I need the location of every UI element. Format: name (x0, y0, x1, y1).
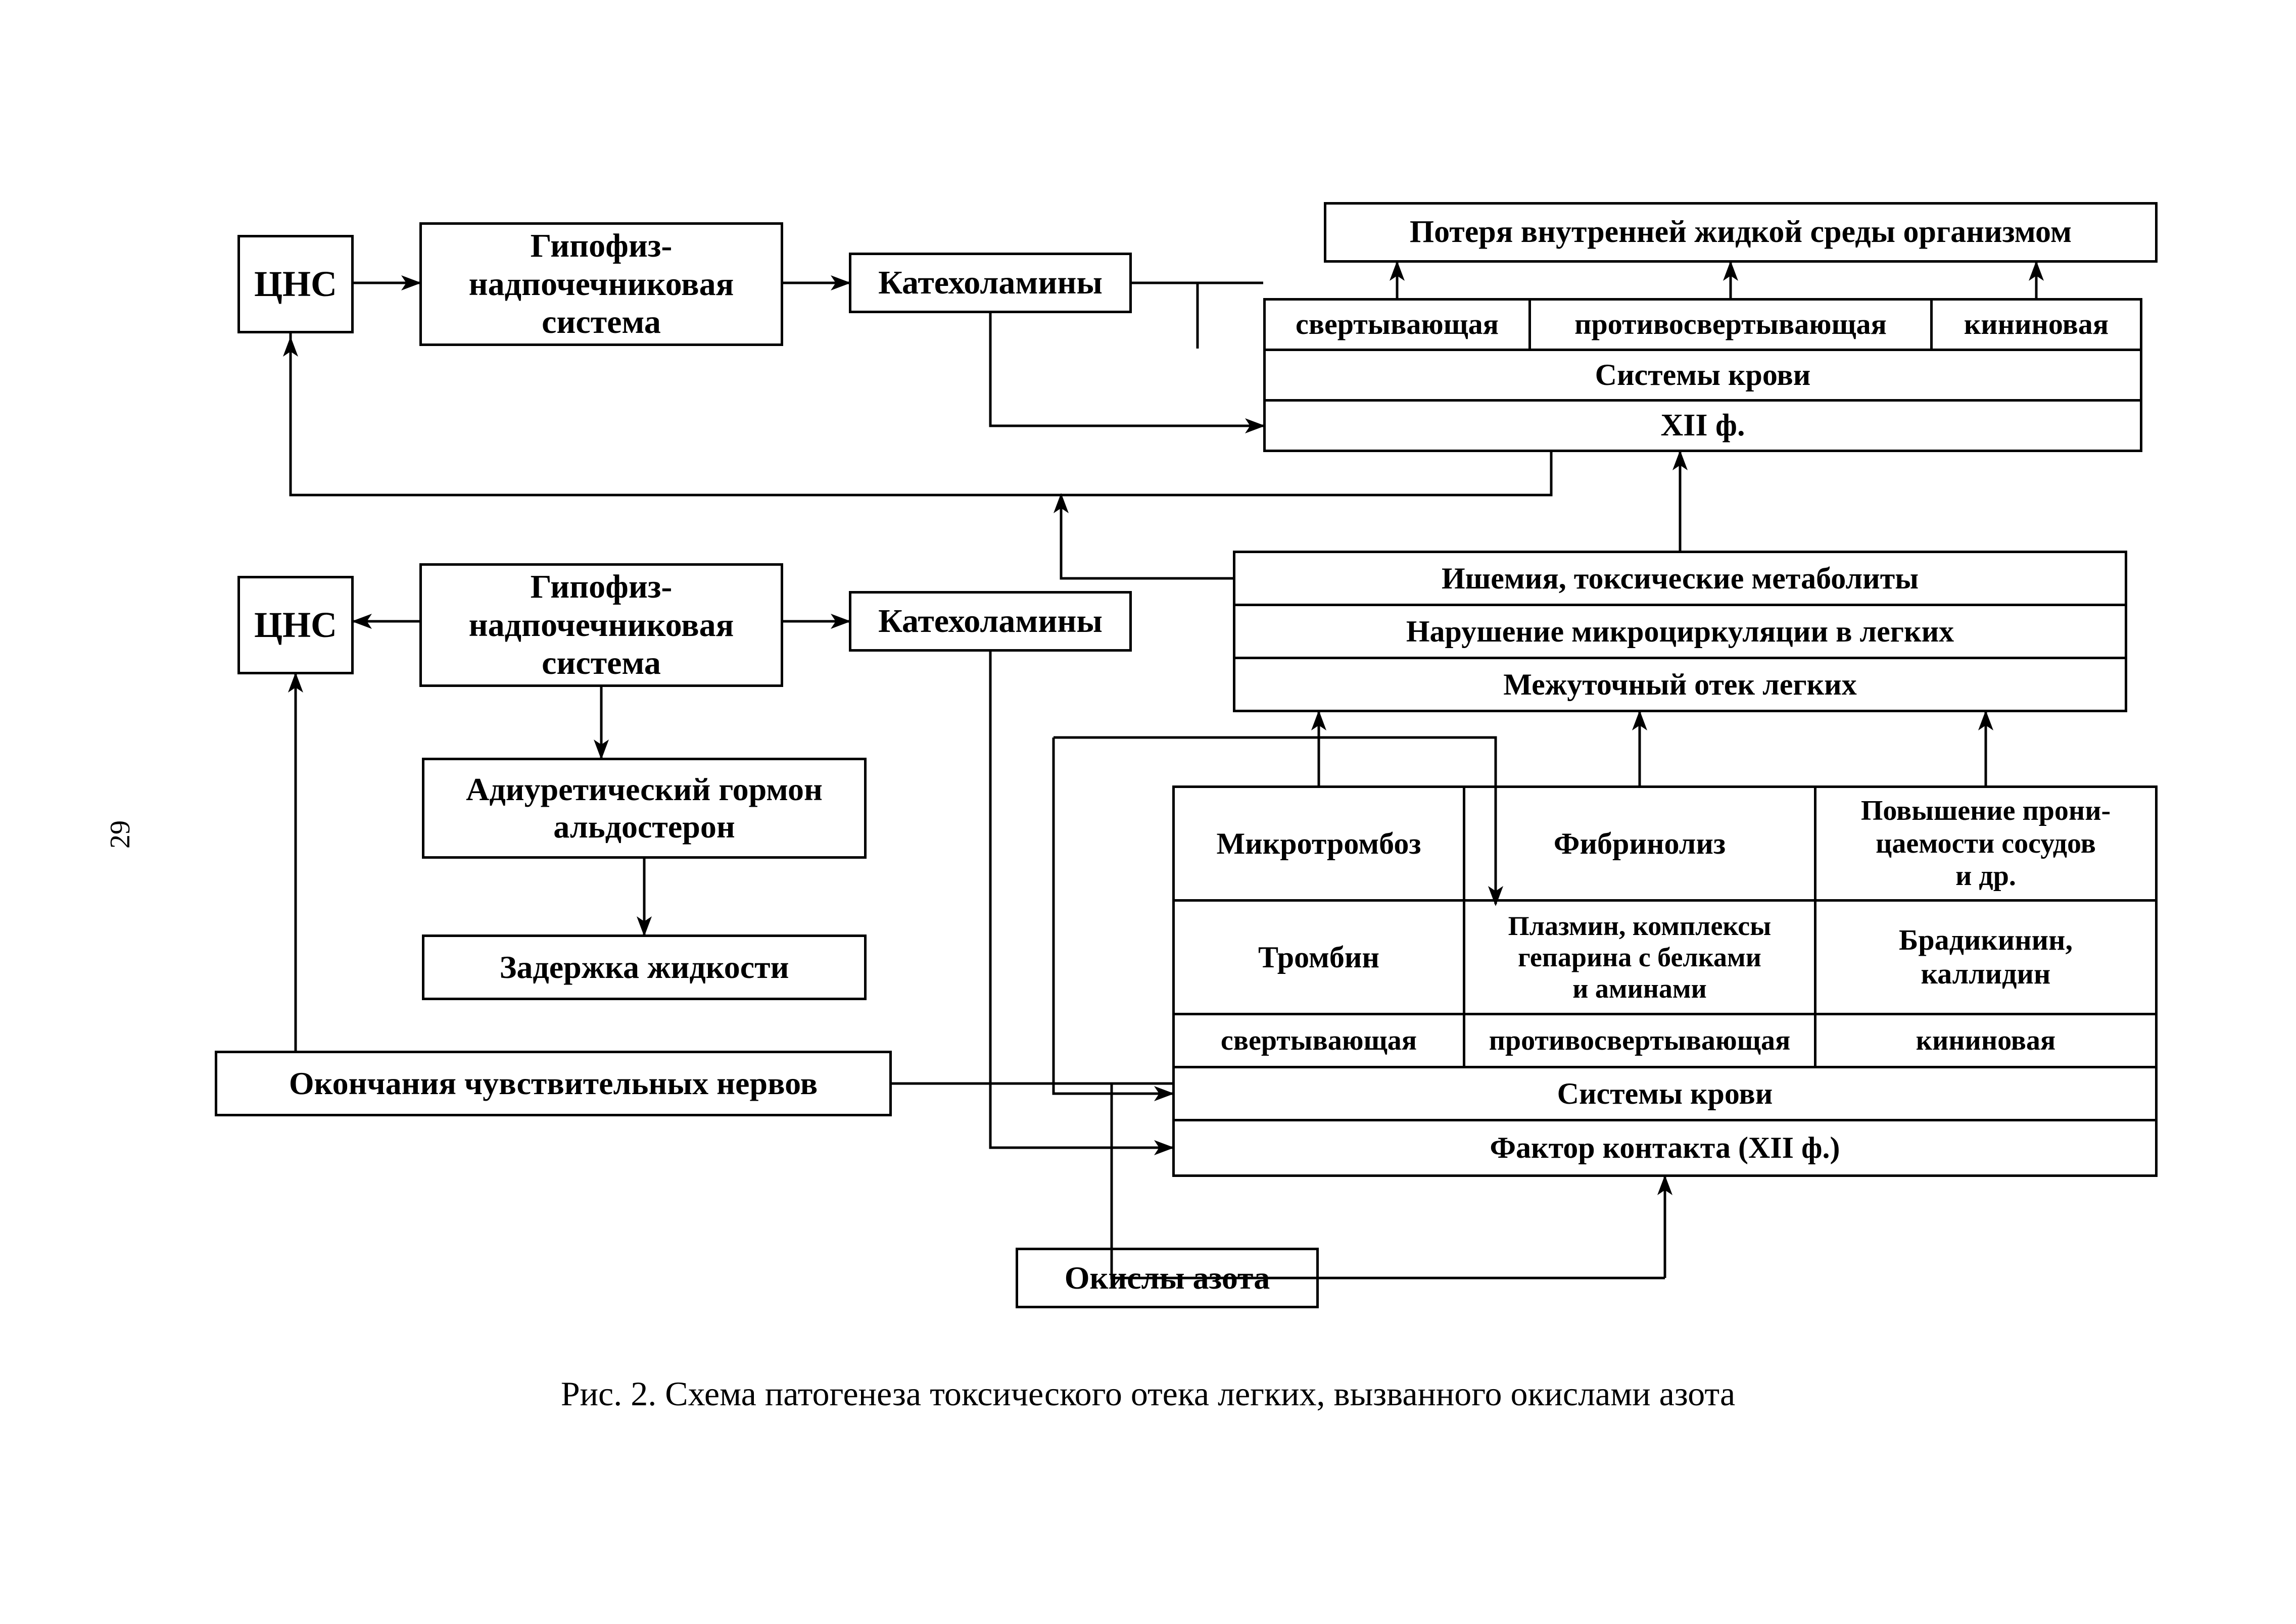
edge-18 (1054, 737, 1172, 1094)
node-isch: Ишемия, токсические метаболиты (1233, 551, 2127, 606)
node-label-xii1: XII ф. (1661, 408, 1745, 444)
node-cns1: ЦНС (237, 235, 354, 333)
page-number: 29 (104, 820, 136, 849)
node-label-r1c2: Фибринолиз (1554, 826, 1726, 861)
node-label-r3c3: кининовая (1916, 1024, 2055, 1057)
node-edema: Межуточный отек легких (1233, 657, 2127, 712)
node-xii1: XII ф. (1263, 399, 2142, 452)
node-fluidloss: Потеря внутренней жидкой среды организмо… (1324, 202, 2158, 263)
node-sys1_coag: свертывающая (1263, 298, 1531, 351)
node-micro: Нарушение микроциркуляции в легких (1233, 604, 2127, 659)
edge-14 (990, 652, 1172, 1148)
node-label-sys1_kin: кининовая (1964, 308, 2109, 341)
node-label-r2c1: Тромбин (1258, 940, 1379, 975)
node-label-retention: Задержка жидкости (500, 949, 789, 986)
node-r1c3: Повышение прони-цаемости сосудови др. (1814, 785, 2158, 902)
node-label-cat1: Катехоламины (878, 264, 1103, 302)
node-cns2: ЦНС (237, 576, 354, 674)
node-r1c1: Микротромбоз (1172, 785, 1465, 902)
node-nerves: Окончания чувствительных нервов (215, 1051, 892, 1116)
node-sys1_anti: противосвертывающая (1528, 298, 1933, 351)
node-hpa2: Гипофиз-надпочечниковаясистема (419, 563, 783, 687)
node-r3c2: противосвертывающая (1463, 1013, 1816, 1068)
node-sys1_kin: кининовая (1930, 298, 2142, 351)
node-retention: Задержка жидкости (422, 934, 867, 1000)
node-label-adh: Адиуретический гормональдостерон (466, 771, 823, 845)
node-r1c2: Фибринолиз (1463, 785, 1816, 902)
node-label-sys1_coag: свертывающая (1296, 308, 1499, 341)
node-cat2: Катехоламины (849, 591, 1132, 652)
node-label-nox: Окислы азота (1065, 1259, 1270, 1297)
node-label-r3c2: противосвертывающая (1489, 1024, 1791, 1057)
node-label-r2c3: Брадикинин,каллидин (1899, 923, 2073, 991)
node-label-sys2_label: Системы крови (1557, 1076, 1773, 1111)
node-nox: Окислы азота (1016, 1248, 1319, 1308)
edge-10 (1061, 495, 1233, 578)
node-label-contact: Фактор контакта (XII ф.) (1490, 1130, 1840, 1165)
node-contact: Фактор контакта (XII ф.) (1172, 1119, 2158, 1177)
node-label-hpa2: Гипофиз-надпочечниковаясистема (469, 568, 734, 683)
node-label-r1c3: Повышение прони-цаемости сосудови др. (1861, 795, 2111, 892)
node-label-sys1_label: Системы крови (1595, 358, 1811, 392)
node-r2c1: Тромбин (1172, 899, 1465, 1015)
node-r2c2: Плазмин, комплексыгепарина с белкамии ам… (1463, 899, 1816, 1015)
node-sys1_label: Системы крови (1263, 349, 2142, 402)
node-cat1: Катехоламины (849, 253, 1132, 313)
node-label-cns1: ЦНС (254, 263, 337, 305)
node-label-r1c1: Микротромбоз (1217, 826, 1421, 861)
node-label-sys1_anti: противосвертывающая (1574, 308, 1887, 341)
node-adh: Адиуретический гормональдостерон (422, 758, 867, 859)
edge-5 (990, 313, 1263, 426)
node-r3c1: свертывающая (1172, 1013, 1465, 1068)
node-label-edema: Межуточный отек легких (1503, 667, 1857, 702)
node-label-isch: Ишемия, токсические метаболиты (1442, 561, 1919, 596)
node-label-micro: Нарушение микроциркуляции в легких (1406, 614, 1954, 649)
node-label-hpa1: Гипофиз-надпочечниковаясистема (469, 227, 734, 342)
node-label-nerves: Окончания чувствительных нервов (289, 1065, 818, 1102)
node-label-r3c1: свертывающая (1221, 1024, 1417, 1057)
node-r2c3: Брадикинин,каллидин (1814, 899, 2158, 1015)
node-label-cns2: ЦНС (254, 604, 337, 646)
node-sys2_label: Системы крови (1172, 1066, 2158, 1121)
node-r3c3: кининовая (1814, 1013, 2158, 1068)
node-hpa1: Гипофиз-надпочечниковаясистема (419, 222, 783, 346)
node-label-cat2: Катехоламины (878, 602, 1103, 641)
figure-caption: Рис. 2. Схема патогенеза токсического от… (0, 1374, 2296, 1414)
node-label-r2c2: Плазмин, комплексыгепарина с белкамии ам… (1508, 910, 1772, 1004)
node-label-fluidloss: Потеря внутренней жидкой среды организмо… (1410, 214, 2072, 250)
